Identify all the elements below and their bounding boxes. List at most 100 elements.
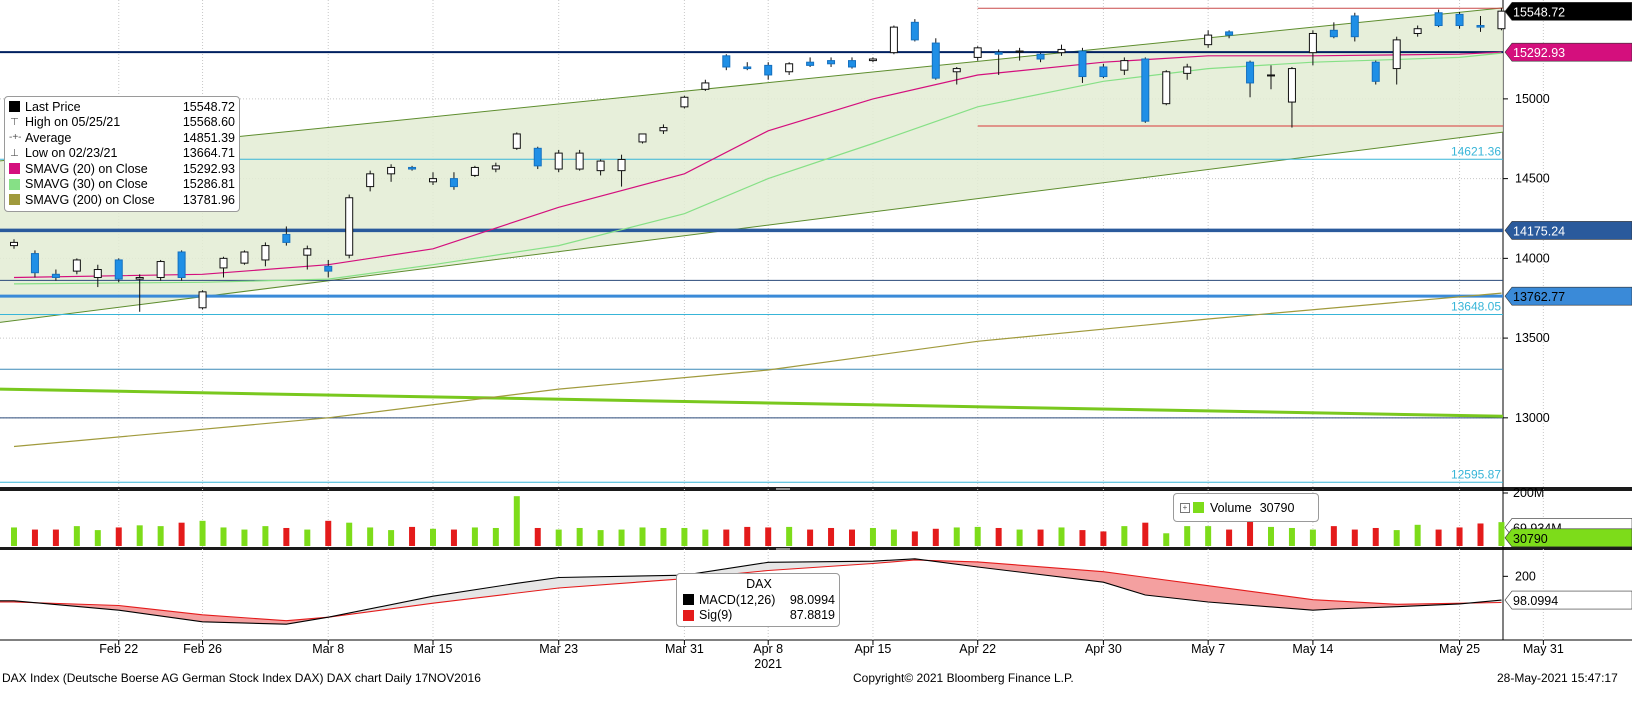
macd-histogram-fill bbox=[978, 562, 980, 567]
macd-histogram-fill bbox=[470, 591, 472, 599]
macd-histogram-fill bbox=[1068, 569, 1070, 578]
macd-histogram-fill bbox=[1304, 598, 1306, 609]
macd-histogram-fill bbox=[1184, 582, 1186, 599]
expand-icon[interactable]: + bbox=[1180, 503, 1190, 513]
macd-histogram-fill bbox=[234, 617, 236, 623]
macd-histogram-fill bbox=[1258, 592, 1260, 606]
macd-histogram-fill bbox=[572, 577, 574, 587]
candle-body bbox=[178, 252, 185, 278]
candle-body bbox=[73, 260, 80, 271]
volume-bar bbox=[1142, 523, 1148, 546]
macd-histogram-fill bbox=[1348, 602, 1350, 609]
macd-histogram-fill bbox=[244, 618, 246, 623]
macd-histogram-fill bbox=[112, 605, 114, 609]
axis-tag-label: 15548.72 bbox=[1513, 5, 1565, 19]
candle bbox=[241, 250, 248, 264]
macd-histogram-fill bbox=[442, 595, 444, 602]
macd-histogram-fill bbox=[1078, 570, 1080, 579]
macd-histogram-fill bbox=[1126, 575, 1128, 589]
volume-bar bbox=[556, 530, 562, 546]
macd-histogram-fill bbox=[466, 591, 468, 599]
macd-histogram-fill bbox=[972, 562, 974, 567]
macd-histogram-fill bbox=[632, 576, 634, 582]
macd-histogram-fill bbox=[408, 601, 410, 606]
macd-histogram-fill bbox=[1324, 600, 1326, 609]
axis-tag-label: 30790 bbox=[1513, 532, 1548, 546]
macd-histogram-fill bbox=[1250, 591, 1252, 605]
volume-bar bbox=[723, 530, 729, 546]
volume-bar bbox=[137, 525, 143, 546]
macd-histogram-fill bbox=[564, 577, 566, 587]
volume-bar bbox=[179, 523, 185, 546]
macd-histogram-fill bbox=[1012, 565, 1014, 572]
macd-histogram-fill bbox=[828, 562, 830, 567]
macd-histogram-fill bbox=[990, 563, 992, 569]
candle bbox=[199, 290, 206, 309]
candle-body bbox=[1226, 32, 1233, 35]
macd-histogram-fill bbox=[1086, 570, 1088, 580]
macd-histogram-fill bbox=[208, 615, 210, 622]
macd-histogram-fill bbox=[192, 614, 194, 621]
macd-histogram-fill bbox=[1212, 586, 1214, 602]
macd-histogram-fill bbox=[1346, 602, 1348, 609]
macd-histogram-fill bbox=[1350, 602, 1352, 609]
macd-histogram-fill bbox=[1274, 594, 1276, 607]
macd-histogram-fill bbox=[668, 575, 670, 579]
macd-histogram-fill bbox=[608, 577, 610, 585]
macd-histogram-fill bbox=[1214, 586, 1216, 602]
volume-bar bbox=[1163, 533, 1169, 546]
candle-body bbox=[974, 48, 981, 58]
candle-body bbox=[283, 234, 290, 242]
candle-body bbox=[1414, 29, 1421, 34]
macd-legend-title: DAX bbox=[683, 577, 835, 592]
macd-histogram-fill bbox=[758, 564, 760, 572]
volume-bar bbox=[283, 528, 289, 546]
macd-histogram-fill bbox=[1058, 568, 1060, 577]
macd-histogram-fill bbox=[434, 596, 436, 603]
macd-histogram-fill bbox=[250, 618, 252, 623]
candle-body bbox=[346, 198, 353, 255]
macd-histogram-fill bbox=[1114, 573, 1116, 585]
candle-body bbox=[388, 167, 395, 173]
macd-histogram-fill bbox=[504, 585, 506, 594]
candle-body bbox=[409, 167, 416, 169]
candle-body bbox=[262, 246, 269, 260]
macd-histogram-fill bbox=[986, 563, 988, 568]
x-tick-label: Apr 30 bbox=[1085, 642, 1122, 656]
macd-legend[interactable]: DAX MACD(12,26) 98.0994 Sig(9) 87.8819 bbox=[676, 573, 840, 627]
volume-bar bbox=[807, 530, 813, 546]
macd-histogram-fill bbox=[1092, 571, 1094, 581]
macd-histogram-fill bbox=[172, 611, 174, 617]
macd-histogram-fill bbox=[232, 617, 234, 623]
macd-histogram-fill bbox=[648, 576, 650, 582]
x-tick-label: Feb 26 bbox=[183, 642, 222, 656]
macd-histogram-fill bbox=[1326, 600, 1328, 609]
macd-histogram-fill bbox=[814, 562, 816, 568]
macd-histogram-fill bbox=[638, 576, 640, 582]
macd-histogram-fill bbox=[1186, 583, 1188, 600]
macd-histogram-fill bbox=[432, 596, 434, 603]
macd-histogram-fill bbox=[1344, 601, 1346, 608]
macd-histogram-fill bbox=[762, 563, 764, 571]
volume-bar bbox=[954, 527, 960, 546]
macd-histogram-fill bbox=[1236, 589, 1238, 604]
macd-histogram-fill bbox=[1162, 579, 1164, 596]
candle bbox=[471, 166, 478, 177]
candle bbox=[639, 134, 646, 144]
macd-histogram-fill bbox=[154, 609, 156, 615]
macd-histogram-fill bbox=[190, 613, 192, 620]
macd-histogram-fill bbox=[980, 562, 982, 567]
legend-label: SMAVG (200) on Close bbox=[25, 193, 183, 207]
macd-histogram-fill bbox=[752, 565, 754, 572]
macd-histogram-fill bbox=[1034, 566, 1036, 574]
macd-histogram-fill bbox=[412, 600, 414, 606]
macd-histogram-fill bbox=[520, 583, 522, 593]
macd-histogram-fill bbox=[114, 605, 116, 609]
macd-histogram-fill bbox=[468, 591, 470, 599]
volume-legend[interactable]: + Volume 30790 bbox=[1173, 493, 1319, 522]
macd-histogram-fill bbox=[178, 612, 180, 618]
volume-bar bbox=[828, 528, 834, 546]
macd-histogram-fill bbox=[1306, 599, 1308, 610]
macd-histogram-fill bbox=[1322, 600, 1324, 609]
